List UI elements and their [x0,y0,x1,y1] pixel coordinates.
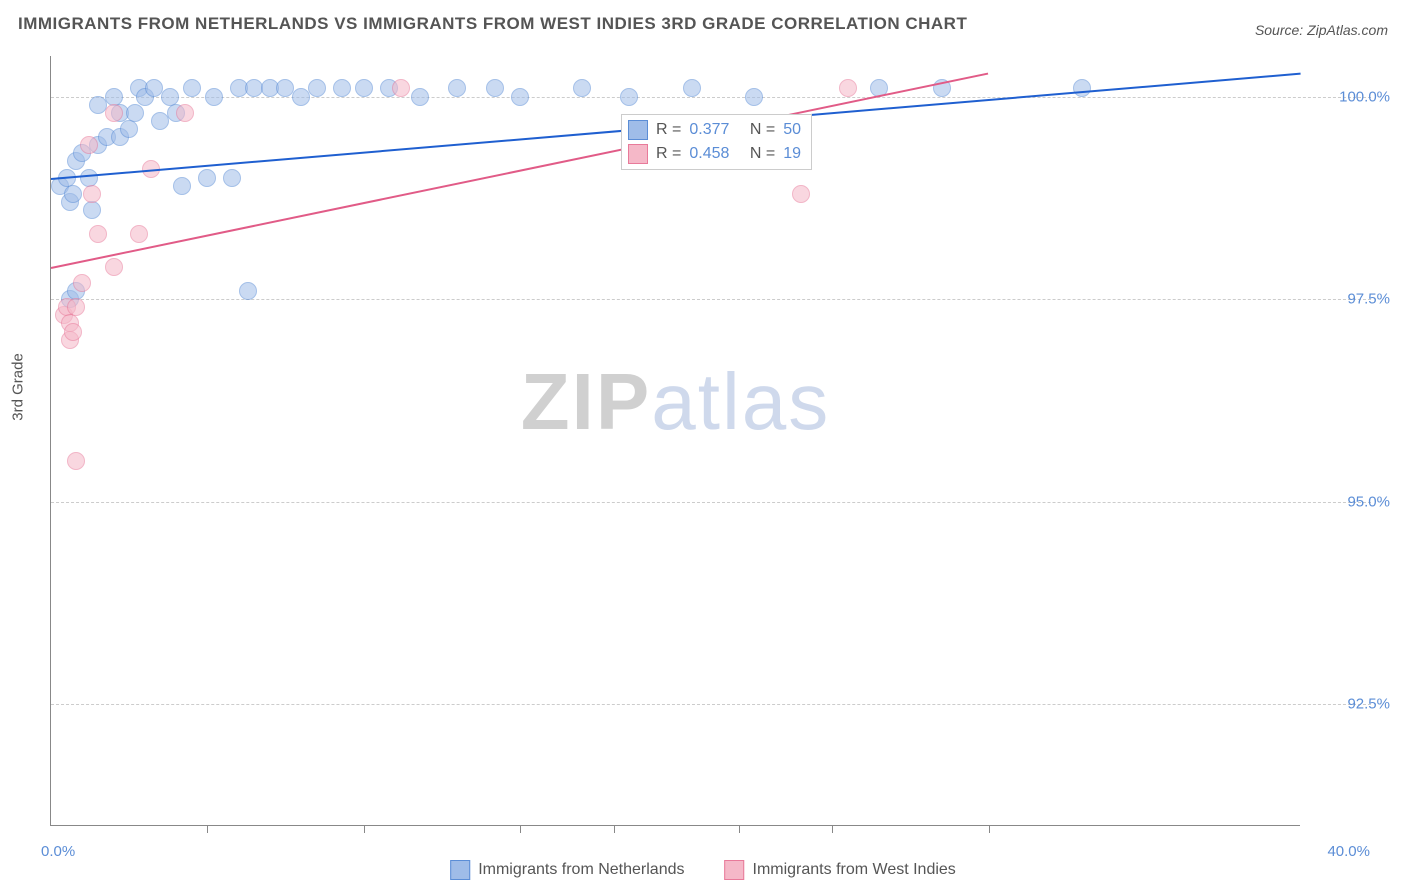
y-tick-label: 92.5% [1347,696,1390,713]
point-netherlands [683,79,701,97]
point-netherlands [80,169,98,187]
y-tick-label: 97.5% [1347,291,1390,308]
point-westindies [792,185,810,203]
r-label-2: R = [656,142,681,166]
n-value-2: 19 [783,142,801,166]
gridline [51,97,1371,98]
point-westindies [67,452,85,470]
point-netherlands [64,185,82,203]
point-netherlands [308,79,326,97]
point-netherlands [511,88,529,106]
watermark-atlas: atlas [651,357,830,446]
chart-container: IMMIGRANTS FROM NETHERLANDS VS IMMIGRANT… [0,0,1406,892]
point-netherlands [486,79,504,97]
point-netherlands [205,88,223,106]
legend-item-westindies: Immigrants from West Indies [724,860,955,880]
watermark: ZIPatlas [521,356,830,448]
x-tick [207,825,208,833]
point-netherlands [573,79,591,97]
point-westindies [64,323,82,341]
chart-title: IMMIGRANTS FROM NETHERLANDS VS IMMIGRANT… [18,14,967,34]
point-westindies [130,225,148,243]
point-westindies [839,79,857,97]
point-netherlands [183,79,201,97]
y-tick-label: 100.0% [1339,88,1390,105]
point-westindies [80,136,98,154]
point-netherlands [126,104,144,122]
x-tick [989,825,990,833]
legend-swatch-netherlands [450,860,470,880]
x-tick [520,825,521,833]
correlation-row-1: R = 0.377 N = 50 [628,118,801,142]
x-tick [364,825,365,833]
point-westindies [73,274,91,292]
point-netherlands [411,88,429,106]
point-westindies [83,185,101,203]
point-netherlands [745,88,763,106]
legend-swatch-westindies [724,860,744,880]
point-netherlands [173,177,191,195]
point-netherlands [333,79,351,97]
x-tick [832,825,833,833]
point-netherlands [620,88,638,106]
plot-area: ZIPatlas R = 0.377 N = 50 R = 0.458 N = … [50,56,1300,826]
correlation-legend: R = 0.377 N = 50 R = 0.458 N = 19 [621,114,812,170]
correlation-row-2: R = 0.458 N = 19 [628,142,801,166]
r-value-1: 0.377 [689,118,729,142]
point-netherlands [223,169,241,187]
swatch-netherlands [628,120,648,140]
point-westindies [392,79,410,97]
gridline [51,502,1371,503]
point-westindies [176,104,194,122]
point-netherlands [355,79,373,97]
point-netherlands [198,169,216,187]
x-axis-label-max: 40.0% [1327,843,1370,860]
legend-item-netherlands: Immigrants from Netherlands [450,860,684,880]
r-label-1: R = [656,118,681,142]
point-westindies [89,225,107,243]
source-label: Source: ZipAtlas.com [1255,22,1388,38]
gridline [51,704,1371,705]
legend-label-westindies: Immigrants from West Indies [752,861,955,879]
r-value-2: 0.458 [689,142,729,166]
x-tick [614,825,615,833]
legend-label-netherlands: Immigrants from Netherlands [478,861,684,879]
point-westindies [67,298,85,316]
point-netherlands [120,120,138,138]
x-axis-label-min: 0.0% [41,843,75,860]
point-westindies [105,258,123,276]
point-netherlands [448,79,466,97]
swatch-westindies [628,144,648,164]
point-netherlands [83,201,101,219]
point-westindies [105,104,123,122]
watermark-zip: ZIP [521,357,651,446]
y-axis-title: 3rd Grade [10,353,27,421]
n-value-1: 50 [783,118,801,142]
bottom-legend: Immigrants from Netherlands Immigrants f… [450,860,956,880]
x-tick [739,825,740,833]
point-netherlands [239,282,257,300]
n-label-2: N = [750,142,775,166]
y-tick-label: 95.0% [1347,493,1390,510]
point-netherlands [1073,79,1091,97]
n-label-1: N = [750,118,775,142]
